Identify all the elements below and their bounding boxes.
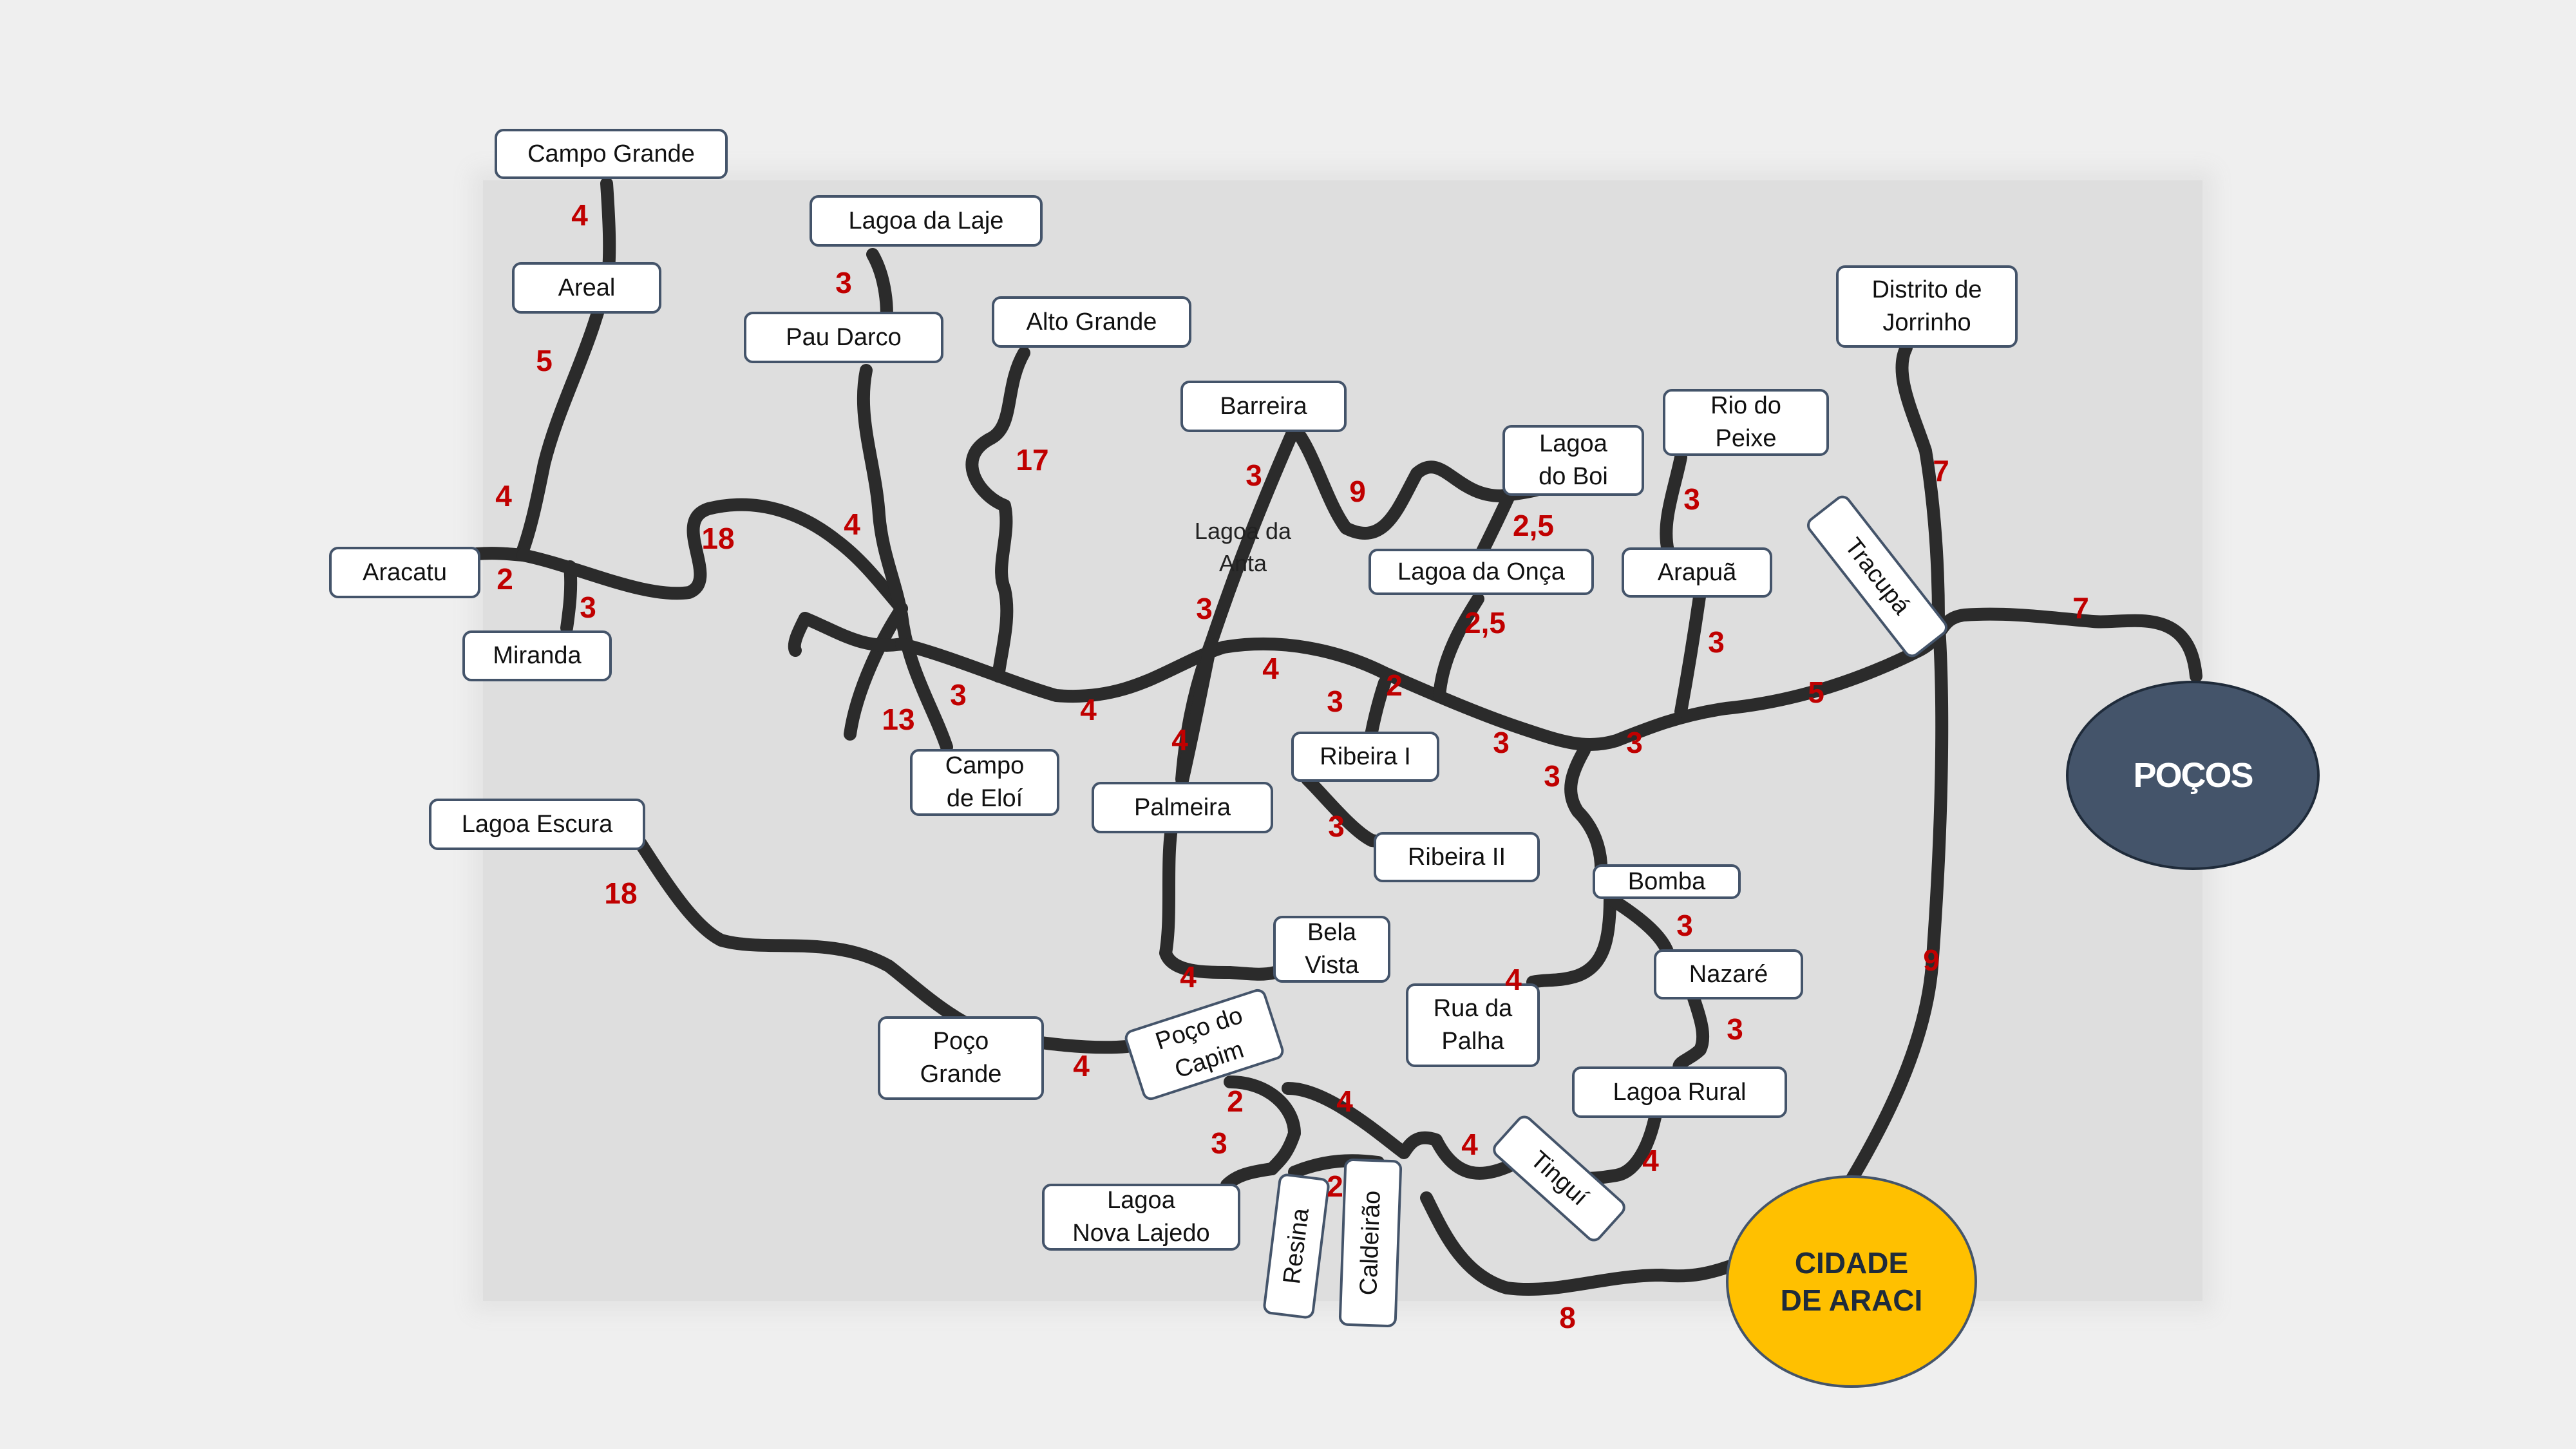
distance-label: 4 bbox=[1180, 960, 1197, 994]
distance-label: 7 bbox=[2072, 591, 2089, 625]
distance-label: 5 bbox=[536, 344, 553, 377]
distance-label: 5 bbox=[1808, 676, 1824, 709]
distance-label: 17 bbox=[1016, 443, 1049, 477]
place-poco-grande[interactable]: Poço Grande bbox=[878, 1016, 1044, 1100]
place-lagoa-rural[interactable]: Lagoa Rural bbox=[1572, 1066, 1787, 1118]
road-campo-grande-areal bbox=[600, 177, 616, 277]
place-alto-grande[interactable]: Alto Grande bbox=[992, 296, 1191, 348]
road-junction-loop bbox=[516, 498, 908, 615]
distance-label: 3 bbox=[1493, 726, 1510, 759]
distance-label: 3 bbox=[1328, 810, 1345, 843]
place-barreira[interactable]: Barreira bbox=[1180, 381, 1347, 432]
distance-label: 4 bbox=[571, 198, 588, 232]
distance-label: 4 bbox=[1262, 652, 1279, 685]
road-alto-grande bbox=[965, 346, 1030, 683]
road-west-spur-branch bbox=[788, 612, 908, 657]
road-campo-de-eloi bbox=[895, 609, 953, 753]
place-miranda[interactable]: Miranda bbox=[462, 630, 612, 681]
distance-label: 9 bbox=[1923, 943, 1940, 977]
place-lagoa-nova-lajedo[interactable]: Lagoa Nova Lajedo bbox=[1042, 1184, 1240, 1251]
distance-label: 4 bbox=[1336, 1084, 1353, 1118]
distance-label: 4 bbox=[495, 479, 512, 513]
distance-label: 3 bbox=[950, 678, 967, 712]
city-pocos[interactable]: POÇOS bbox=[2066, 681, 2320, 870]
place-rua-da-palha[interactable]: Rua da Palha bbox=[1406, 983, 1540, 1067]
distance-label: 2 bbox=[1227, 1084, 1244, 1118]
distance-label: 13 bbox=[882, 703, 915, 736]
distance-label: 3 bbox=[1626, 726, 1643, 759]
road-miranda bbox=[560, 560, 578, 634]
distance-label: 9 bbox=[1349, 475, 1366, 508]
distance-label: 8 bbox=[1559, 1301, 1576, 1334]
road-capim-east bbox=[1282, 1082, 1517, 1180]
distance-label: 4 bbox=[1461, 1128, 1478, 1161]
place-ribeira-ii[interactable]: Ribeira II bbox=[1374, 832, 1540, 882]
place-arapua[interactable]: Arapuã bbox=[1622, 547, 1772, 598]
distance-label: 3 bbox=[1196, 592, 1213, 625]
road-jorrinho-araci bbox=[1842, 341, 1949, 1191]
distance-label: 2 bbox=[1386, 668, 1403, 702]
place-lagoa-do-boi[interactable]: Lagoa do Boi bbox=[1502, 425, 1644, 496]
place-rio-do-peixe[interactable]: Rio do Peixe bbox=[1663, 389, 1829, 456]
distance-label: 3 bbox=[1211, 1126, 1227, 1160]
place-ribeira-i[interactable]: Ribeira I bbox=[1291, 732, 1439, 782]
place-campo-de-eloi[interactable]: Campo de Eloí bbox=[910, 749, 1059, 816]
place-bomba[interactable]: Bomba bbox=[1593, 864, 1741, 899]
place-caldeirao[interactable]: Caldeirão bbox=[1338, 1158, 1403, 1328]
distance-label: 2 bbox=[497, 562, 513, 596]
road-arapua bbox=[1674, 586, 1707, 718]
road-bomba bbox=[1564, 744, 1608, 889]
place-lagoa-da-anta[interactable]: Lagoa da Anta bbox=[1194, 518, 1292, 576]
road-capim-south bbox=[1224, 1075, 1301, 1175]
place-lagoa-da-onca[interactable]: Lagoa da Onça bbox=[1368, 549, 1594, 595]
city-araci[interactable]: CIDADE DE ARACI bbox=[1726, 1175, 1977, 1388]
distance-label: 3 bbox=[1544, 759, 1560, 793]
distance-label: 4 bbox=[1073, 1049, 1090, 1083]
distance-label: 4 bbox=[1171, 723, 1188, 757]
distance-label: 18 bbox=[701, 522, 735, 555]
road-central-trunk bbox=[895, 607, 2202, 752]
road-nazare bbox=[1604, 892, 1674, 960]
place-nazare[interactable]: Nazaré bbox=[1654, 949, 1803, 999]
distance-label: 3 bbox=[835, 266, 852, 299]
distance-label: 18 bbox=[604, 876, 638, 910]
road-araci-west bbox=[1420, 1191, 1739, 1296]
distance-label: 4 bbox=[844, 507, 860, 541]
distance-label: 7 bbox=[1933, 454, 1949, 488]
distance-label: 3 bbox=[1676, 909, 1693, 942]
place-aracatu[interactable]: Aracatu bbox=[329, 547, 480, 598]
place-distrito-de-jorrinho[interactable]: Distrito de Jorrinho bbox=[1836, 265, 2018, 348]
place-areal[interactable]: Areal bbox=[512, 262, 661, 314]
distance-label: 3 bbox=[1708, 625, 1725, 659]
distance-label: 4 bbox=[1505, 963, 1522, 996]
road-west-spur bbox=[844, 602, 908, 741]
distance-label: 3 bbox=[1327, 685, 1343, 718]
place-lagoa-escura[interactable]: Lagoa Escura bbox=[429, 799, 645, 850]
place-pau-darco[interactable]: Pau Darco bbox=[744, 312, 943, 363]
distance-label: 3 bbox=[1245, 459, 1262, 492]
road-lagoa-da-onca bbox=[1433, 592, 1484, 702]
distance-label: 2,5 bbox=[1464, 606, 1506, 639]
road-lagoa-rural bbox=[1672, 992, 1710, 1082]
road-rio-do-peixe bbox=[1660, 451, 1687, 557]
distance-label: 4 bbox=[1642, 1144, 1659, 1177]
place-bela-vista[interactable]: Bela Vista bbox=[1273, 916, 1390, 983]
road-areal-junction bbox=[515, 264, 615, 560]
distance-label: 3 bbox=[580, 591, 596, 624]
road-palmeira-bela bbox=[1159, 638, 1282, 981]
distance-label: 4 bbox=[1080, 693, 1097, 726]
road-pau-darco bbox=[857, 364, 908, 621]
place-palmeira[interactable]: Palmeira bbox=[1092, 782, 1273, 833]
distance-label: 3 bbox=[1683, 482, 1700, 516]
distance-label: 2,5 bbox=[1513, 509, 1554, 542]
distance-label: 3 bbox=[1727, 1012, 1743, 1046]
road-aracatu bbox=[470, 547, 529, 562]
place-campo-grande[interactable]: Campo Grande bbox=[495, 129, 728, 179]
road-lagoa-nova-lajedo bbox=[1220, 1162, 1278, 1191]
place-lagoa-da-laje[interactable]: Lagoa da Laje bbox=[810, 195, 1043, 247]
road-rua-da-palha bbox=[1526, 892, 1616, 989]
distance-label: 2 bbox=[1327, 1170, 1343, 1203]
